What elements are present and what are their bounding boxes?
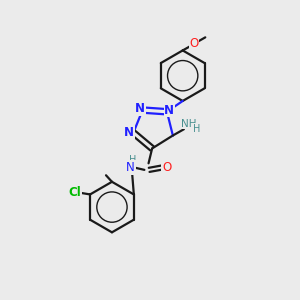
Text: N: N <box>135 102 145 115</box>
Text: H: H <box>128 155 136 165</box>
Text: H: H <box>193 124 200 134</box>
Text: N: N <box>124 126 134 139</box>
Text: NH: NH <box>181 118 196 129</box>
Text: N: N <box>126 161 135 174</box>
Text: Cl: Cl <box>69 186 82 200</box>
Text: O: O <box>189 38 199 50</box>
Text: O: O <box>162 161 171 174</box>
Text: N: N <box>164 104 174 117</box>
